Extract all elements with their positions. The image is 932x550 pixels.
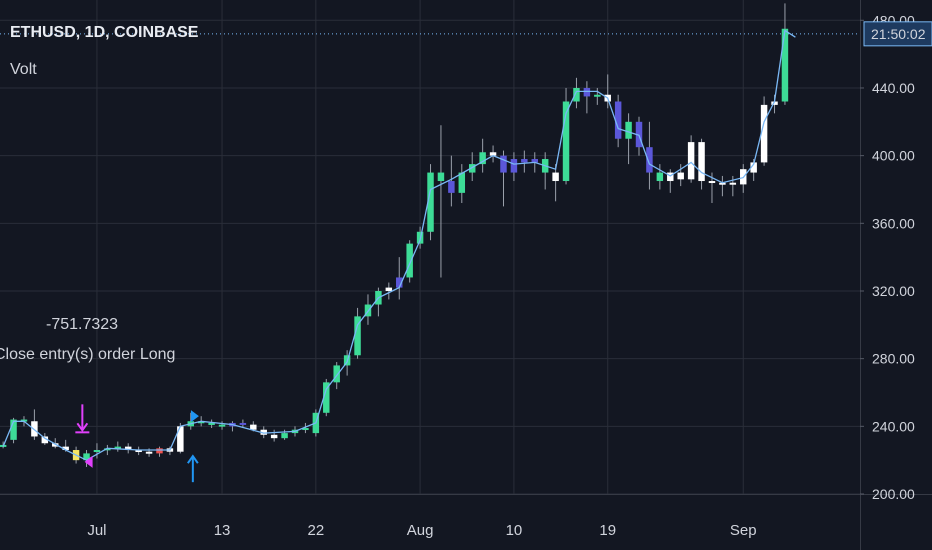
x-tick-label: 10 [506,522,523,539]
candle-body [687,142,695,180]
candle-body [468,164,476,173]
trade-order-label: Close entry(s) order Long [0,346,176,363]
close-long-marker-icon [75,404,90,434]
candle-body [323,382,330,413]
candle-body [625,121,632,139]
grid-lines [0,0,860,495]
y-tick-label: 200.00 [872,486,915,502]
entry-arrow-head [187,454,199,464]
candle-body [489,152,497,156]
candle-body [583,87,591,97]
exit-triangle-icon [84,455,93,468]
candle-body [177,426,184,452]
candle-body [218,424,226,427]
candle-body [281,433,288,439]
candle-body [760,104,768,163]
candle-body [333,365,340,383]
candle-body [145,451,153,454]
candle-body [93,450,101,453]
candle-body [156,448,163,454]
candle-body [656,172,664,182]
entry-long-marker-icon [187,454,199,483]
y-tick-label: 240.00 [872,418,915,434]
candle-body [104,448,111,451]
candle-body [500,155,507,173]
candle-body [531,159,538,163]
candle-body [646,147,653,173]
candle-body [239,422,247,425]
candle-body [437,172,445,182]
countdown-box [863,21,932,47]
candle-body [270,434,278,439]
candle-body [562,101,570,182]
trade-pnl-label: -751.7323 [46,316,119,333]
candle-body [719,182,726,185]
candle-body [448,181,455,193]
candle-body [20,419,28,422]
candle-body [62,446,69,451]
candle-body [458,172,466,193]
entry-triangle-icon [190,410,199,423]
candle-body [427,172,434,232]
x-tick-label: 19 [599,522,616,539]
candle-body [781,28,789,102]
x-tick-label: 13 [214,522,231,539]
symbol-title[interactable]: ETHUSD, 1D, COINBASE [10,24,199,41]
candle-body [677,172,684,180]
x-tick-label: Sep [730,522,757,539]
candle-body [594,94,601,97]
candle-body [698,142,705,182]
indicator-label[interactable]: Volt [10,61,37,78]
countdown-label: 21:50:02 [871,26,926,42]
candle-body [208,422,215,425]
countdown-badge: 21:50:02 [863,21,932,47]
candle-body [479,152,486,165]
candle-body [635,121,643,148]
candle-body [385,287,393,291]
candle-body [573,87,580,102]
x-tick-label: Aug [407,522,434,539]
y-tick-label: 320.00 [872,283,915,299]
y-tick-label: 280.00 [872,351,915,367]
candle-body [31,421,38,437]
candle-body [552,172,559,182]
candle-body [667,172,674,182]
candle-body [83,453,90,461]
candle-body [52,443,59,447]
x-tick-label: 22 [308,522,325,539]
candle-body [197,421,205,424]
candle-body [135,450,142,453]
close-arrow-head [76,422,89,433]
candle-body [771,101,778,105]
y-tick-label: 440.00 [872,80,915,96]
candle-body [10,419,17,440]
candle-body [41,436,49,444]
candle-body [729,182,737,185]
candles [0,3,789,467]
volt-indicator-line [2,29,796,461]
candle-body [396,277,403,288]
candle-body [302,428,309,431]
candle-body [510,159,518,173]
candle-body [354,316,361,356]
candle-body [708,181,716,184]
candle-body [250,424,257,430]
candle-body [260,429,267,435]
y-tick-label: 360.00 [872,215,915,231]
x-tick-label: Jul [87,522,106,539]
candle-body [614,101,622,139]
candle-body [521,159,528,163]
candle-body [124,446,132,451]
candle-body [406,243,413,278]
candle-body [750,162,757,173]
y-tick-label: 400.00 [872,148,915,164]
candle-body [114,446,122,449]
